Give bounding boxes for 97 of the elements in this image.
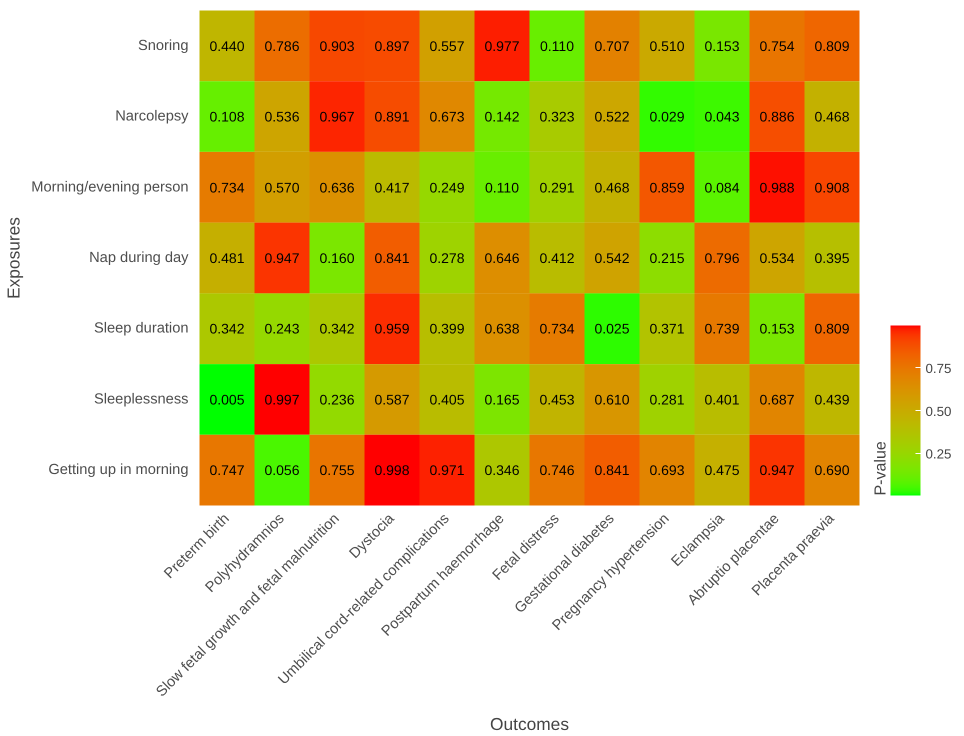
data-label: 0.557 bbox=[429, 38, 465, 54]
data-label: 0.029 bbox=[649, 108, 685, 125]
color-bar-label: 0.50 bbox=[926, 404, 952, 419]
data-label: 0.734 bbox=[209, 179, 245, 196]
y-tick-label: Nap during day bbox=[89, 250, 190, 266]
data-label: 0.346 bbox=[484, 462, 520, 478]
data-label: 0.453 bbox=[539, 391, 575, 408]
data-label: 0.959 bbox=[374, 320, 410, 337]
y-tick-label: Snoring bbox=[138, 38, 189, 54]
data-label: 0.859 bbox=[649, 179, 685, 196]
data-label: 0.215 bbox=[649, 250, 685, 266]
data-label: 0.249 bbox=[429, 179, 465, 196]
data-label: 0.690 bbox=[814, 462, 850, 478]
data-label: 0.395 bbox=[814, 250, 850, 266]
data-label: 0.796 bbox=[704, 250, 740, 266]
y-tick-label: Getting up in morning bbox=[48, 462, 189, 478]
x-axis-title: Outcomes bbox=[490, 714, 570, 734]
data-label: 0.988 bbox=[759, 179, 795, 196]
data-label: 0.897 bbox=[374, 38, 410, 54]
data-label: 0.673 bbox=[429, 108, 465, 125]
y-tick-label: Sleep duration bbox=[94, 320, 189, 337]
data-label: 0.536 bbox=[264, 108, 300, 125]
data-label: 0.371 bbox=[649, 320, 685, 337]
data-label: 0.025 bbox=[594, 320, 630, 337]
data-label: 0.587 bbox=[374, 391, 410, 408]
data-label: 0.084 bbox=[704, 179, 740, 196]
data-label: 0.108 bbox=[209, 108, 245, 125]
data-label: 0.947 bbox=[759, 462, 795, 478]
data-label: 0.110 bbox=[540, 38, 574, 54]
data-label: 0.056 bbox=[264, 462, 300, 478]
data-label: 0.468 bbox=[814, 108, 850, 125]
data-label: 0.908 bbox=[814, 179, 850, 196]
data-label: 0.754 bbox=[759, 38, 795, 54]
data-label: 0.746 bbox=[539, 462, 575, 478]
data-label: 0.342 bbox=[319, 320, 355, 337]
data-label: 0.786 bbox=[264, 38, 300, 54]
data-label: 0.401 bbox=[704, 391, 740, 408]
data-label: 0.707 bbox=[594, 38, 630, 54]
color-bar-label: 0.25 bbox=[926, 446, 952, 462]
data-label: 0.997 bbox=[264, 391, 300, 408]
data-label: 0.399 bbox=[429, 320, 465, 337]
data-label: 0.693 bbox=[649, 462, 685, 478]
data-label: 0.891 bbox=[374, 108, 410, 125]
data-label: 0.809 bbox=[814, 38, 850, 54]
data-label: 0.236 bbox=[319, 391, 355, 408]
data-label: 0.755 bbox=[319, 462, 355, 478]
color-bar-title: P-value bbox=[872, 441, 890, 496]
data-label: 0.841 bbox=[594, 462, 630, 478]
data-label: 0.947 bbox=[264, 250, 300, 266]
data-label: 0.636 bbox=[319, 179, 355, 196]
y-tick-label: Narcolepsy bbox=[115, 108, 190, 125]
data-label: 0.734 bbox=[539, 320, 575, 337]
data-label: 0.142 bbox=[484, 108, 520, 125]
data-label: 0.417 bbox=[374, 179, 410, 196]
data-label: 0.977 bbox=[484, 38, 520, 54]
y-tick-label: Morning/evening person bbox=[31, 179, 189, 196]
data-label: 0.646 bbox=[484, 250, 520, 266]
y-tick-label: Sleeplessness bbox=[94, 391, 189, 408]
data-label: 0.971 bbox=[429, 462, 465, 478]
data-label: 0.570 bbox=[264, 179, 300, 196]
data-label: 0.160 bbox=[319, 250, 355, 266]
data-label: 0.278 bbox=[429, 250, 465, 266]
data-label: 0.739 bbox=[704, 320, 740, 337]
data-label: 0.153 bbox=[704, 38, 740, 54]
data-label: 0.165 bbox=[484, 391, 520, 408]
data-label: 0.687 bbox=[759, 391, 795, 408]
data-label: 0.534 bbox=[759, 250, 795, 266]
data-label: 0.967 bbox=[319, 108, 355, 125]
y-axis-title: Exposures bbox=[3, 216, 24, 299]
data-label: 0.291 bbox=[539, 179, 575, 196]
data-label: 0.468 bbox=[594, 179, 630, 196]
data-label: 0.043 bbox=[704, 108, 740, 125]
data-label: 0.747 bbox=[209, 462, 245, 478]
data-label: 0.610 bbox=[594, 391, 630, 408]
data-label: 0.542 bbox=[594, 250, 630, 266]
data-label: 0.439 bbox=[814, 391, 850, 408]
color-bar-label: 0.75 bbox=[926, 360, 952, 376]
data-label: 0.323 bbox=[539, 108, 575, 125]
data-label: 0.903 bbox=[319, 38, 355, 54]
data-label: 0.405 bbox=[429, 391, 465, 408]
data-label: 0.342 bbox=[209, 320, 245, 337]
data-label: 0.809 bbox=[814, 320, 850, 337]
data-label: 0.243 bbox=[264, 320, 300, 337]
data-label: 0.638 bbox=[484, 320, 520, 337]
data-label: 0.110 bbox=[485, 179, 520, 196]
data-label: 0.281 bbox=[649, 391, 685, 408]
data-label: 0.412 bbox=[539, 250, 575, 266]
data-label: 0.998 bbox=[374, 462, 410, 478]
data-label: 0.841 bbox=[374, 250, 410, 266]
data-label: 0.510 bbox=[649, 38, 685, 54]
data-label: 0.475 bbox=[704, 462, 740, 478]
data-label: 0.481 bbox=[209, 250, 245, 266]
data-label: 0.440 bbox=[209, 38, 245, 54]
data-label: 0.886 bbox=[759, 108, 795, 125]
data-label: 0.005 bbox=[209, 391, 245, 408]
data-label: 0.522 bbox=[594, 108, 630, 125]
data-label: 0.153 bbox=[759, 320, 795, 337]
